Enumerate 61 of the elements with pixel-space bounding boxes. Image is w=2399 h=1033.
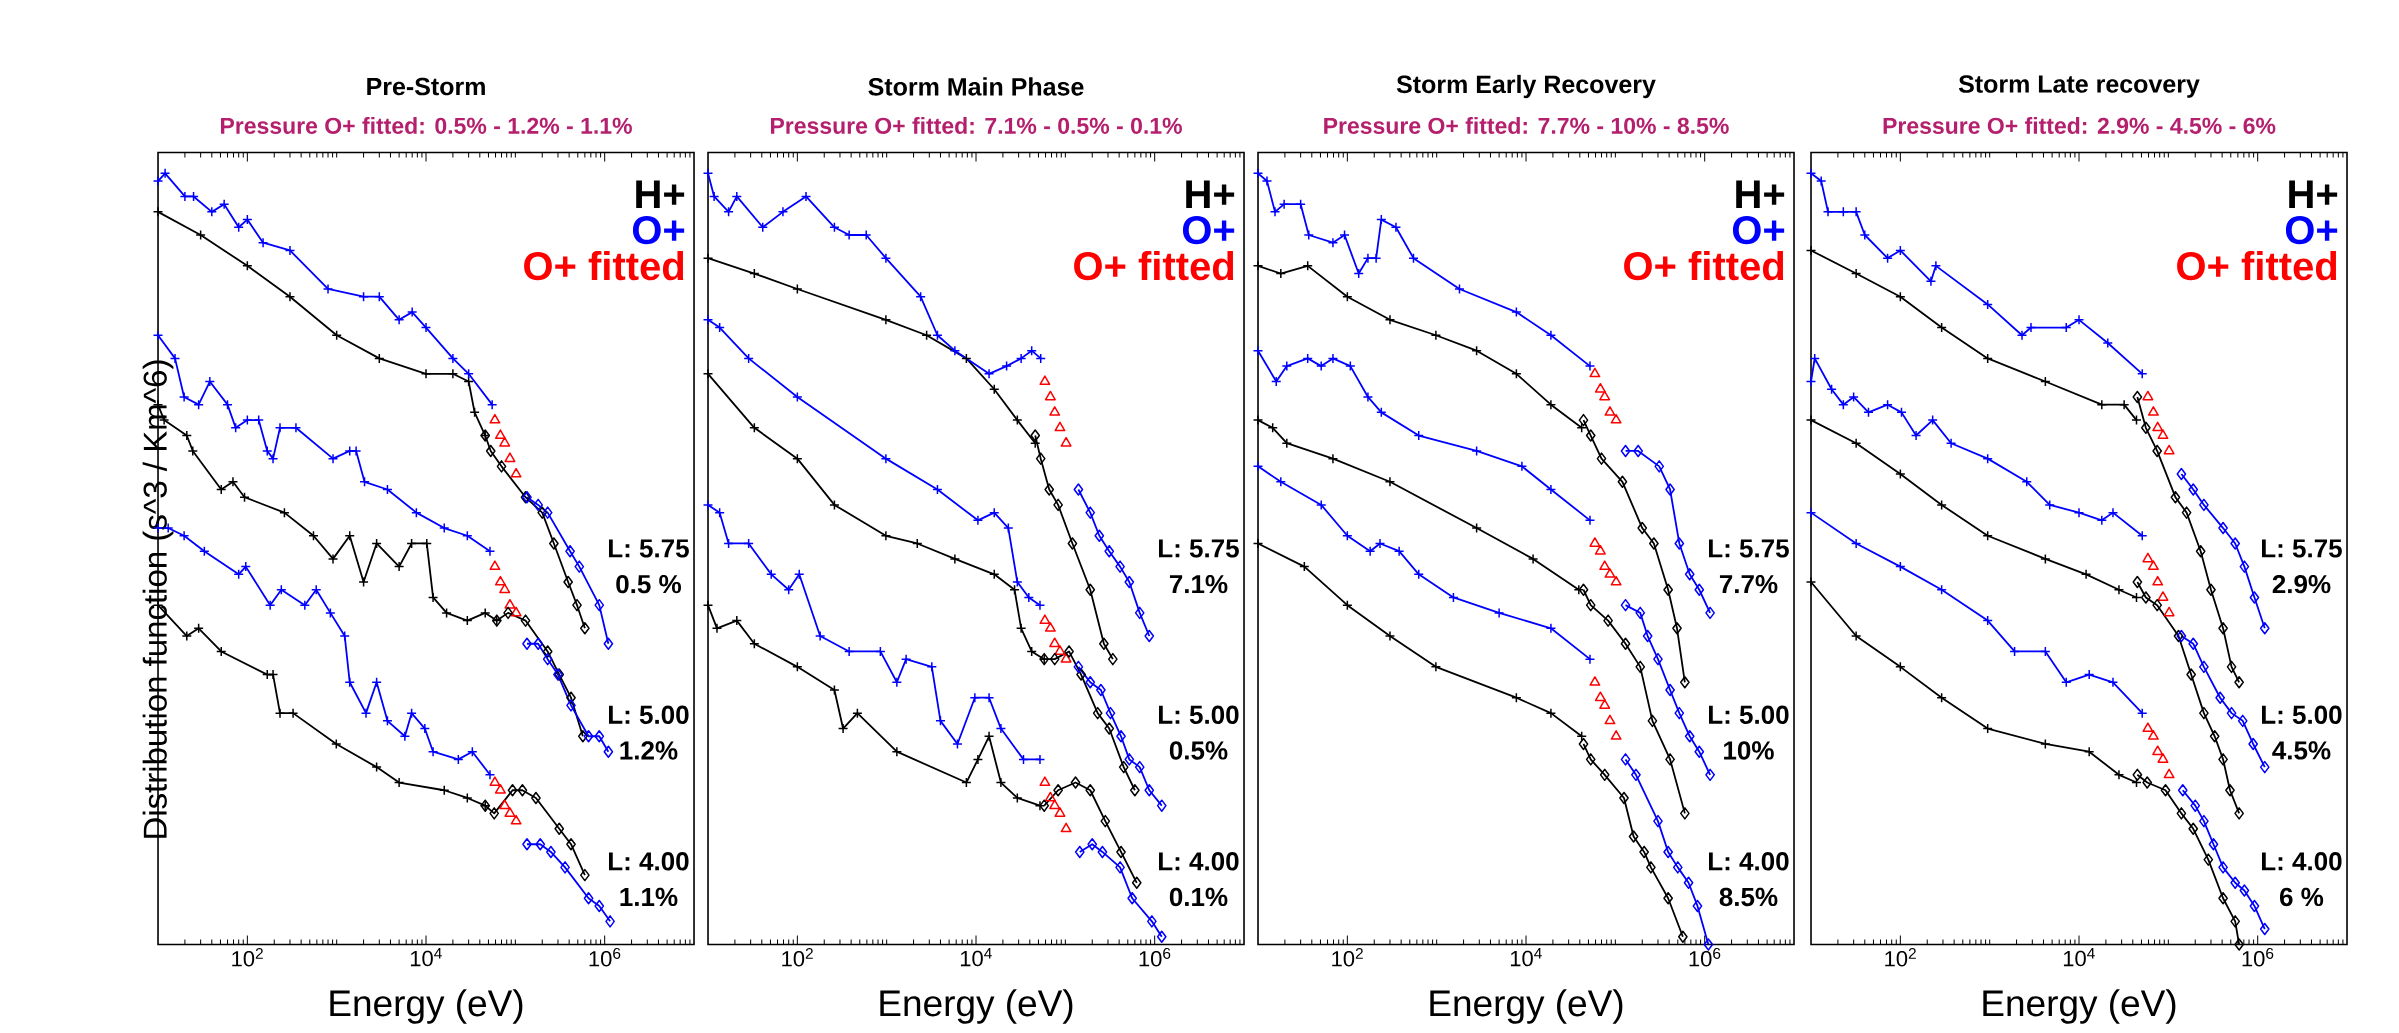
annotation: 6 % (2280, 887, 2324, 907)
text: O+ fitted (1074, 250, 1234, 281)
text: O+ fitted (524, 250, 684, 281)
annotation: 7.1% (1169, 574, 1228, 594)
annotation: 1.1% (620, 887, 678, 907)
legend-label: H+ (2289, 180, 2338, 208)
x-tick-label: 10$^{4}$ (1510, 948, 1542, 967)
annotation: L: 4.00 (1159, 852, 1239, 871)
x-tick-label: 10$^{4}$ (2063, 948, 2095, 967)
x-tick-label: 10$^{2}$ (232, 948, 263, 967)
chart-title: Storm Late recovery (1958, 75, 2200, 98)
chart-subtitle: Pressure O+ fitted: 2.9% - 4.5% - 6% (1883, 117, 2276, 134)
chart-title: Storm Early Recovery (1396, 74, 1656, 99)
y-axis-title: Distribution function (s^3 / Km^6) (142, 360, 174, 838)
legend-label: H+ (1736, 180, 1785, 208)
chart-subtitle: Pressure O+ fitted: 7.7% - 10% - 8.5% (1324, 117, 1729, 134)
annotation: 0.5 % (616, 574, 681, 594)
annotation: 0.5% (1169, 741, 1228, 760)
text: O+ (1732, 216, 1785, 245)
text: O+ (632, 216, 685, 245)
annotation: 0.1% (1169, 887, 1228, 907)
annotation: 10% (1724, 741, 1774, 760)
annotation: L: 5.75 (609, 539, 689, 558)
text: O+ fitted (2177, 250, 2337, 281)
x-tick-label: 10$^{6}$ (589, 948, 621, 967)
annotation: L: 5.75 (2262, 539, 2342, 558)
annotation: L: 5.00 (609, 705, 689, 725)
x-tick-label: 10$^{6}$ (1139, 948, 1171, 967)
annotation: 1.2% (620, 741, 678, 760)
x-tick-label: 10$^{6}$ (2242, 948, 2274, 967)
text: O+ fitted (1624, 250, 1784, 281)
annotation: L: 4.00 (609, 852, 689, 871)
annotation: 7.7% (1719, 574, 1778, 594)
annotation: L: 5.75 (1159, 539, 1239, 558)
x-tick-label: 10$^{4}$ (960, 948, 992, 967)
annotation: 8.5% (1719, 887, 1778, 907)
chart-subtitle: Pressure O+ fitted: 0.5% - 1.2% - 1.1% (221, 117, 632, 134)
annotation: L: 5.75 (1709, 539, 1789, 558)
x-tick-label: 10$^{2}$ (1885, 948, 1916, 967)
x-tick-label: 10$^{6}$ (1689, 948, 1721, 967)
legend-label: H+ (1186, 180, 1235, 208)
text: O+ (1182, 216, 1235, 245)
annotation: 4.5% (2272, 741, 2331, 760)
x-tick-label: 10$^{2}$ (1332, 948, 1363, 967)
text: O+ (2285, 216, 2338, 245)
annotation: L: 4.00 (2262, 852, 2342, 871)
annotation: L: 4.00 (1709, 852, 1789, 871)
x-axis-title: Energy (eV) (330, 989, 523, 1024)
annotation: 2.9% (2272, 574, 2331, 594)
x-axis-title: Energy (eV) (1983, 989, 2176, 1024)
x-axis-title: Energy (eV) (880, 989, 1073, 1024)
x-axis-title: Energy (eV) (1430, 989, 1623, 1024)
x-tick-label: 10$^{2}$ (782, 948, 813, 967)
annotation: L: 5.00 (2262, 705, 2342, 725)
x-tick-label: 10$^{4}$ (410, 948, 442, 967)
annotation: L: 5.00 (1159, 705, 1239, 725)
legend-label: H+ (636, 180, 685, 208)
annotation: L: 5.00 (1709, 705, 1789, 725)
chart-title: Pre-Storm (367, 77, 485, 96)
chart-subtitle: Pressure O+ fitted: 7.1% - 0.5% - 0.1% (771, 117, 1182, 134)
chart-title: Storm Main Phase (868, 77, 1084, 96)
